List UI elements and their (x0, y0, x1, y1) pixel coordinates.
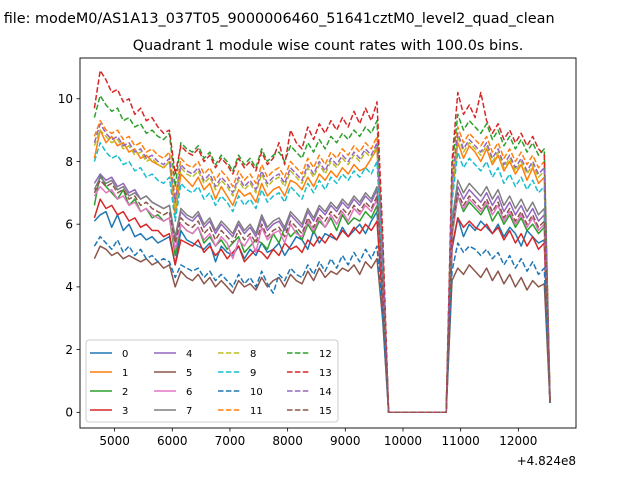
y-tick-label: 2 (65, 343, 73, 357)
legend-label-11: 11 (250, 406, 263, 417)
legend-label-5: 5 (186, 368, 192, 379)
legend-frame (85, 339, 339, 423)
legend-label-7: 7 (186, 406, 192, 417)
series-line-9 (93, 141, 551, 414)
legend-label-10: 10 (250, 387, 263, 398)
series-line-14 (93, 123, 551, 414)
y-tick-label: 6 (65, 217, 73, 231)
x-tick-label: 12000 (499, 434, 537, 448)
y-tick-label: 4 (65, 280, 73, 294)
x-axis: 5000 6000 7000 8000 9000 10000 11000 12000 (99, 428, 537, 448)
series-line-10 (93, 235, 551, 414)
y-tick-label: 0 (65, 406, 73, 420)
series-line-11 (93, 119, 551, 414)
legend-label-3: 3 (122, 406, 128, 417)
series-layer (93, 69, 551, 414)
series-line-15 (93, 179, 551, 414)
legend-label-0: 0 (122, 349, 128, 360)
x-tick-label: 9000 (330, 434, 361, 448)
legend-label-15: 15 (319, 406, 332, 417)
legend-label-12: 12 (319, 349, 332, 360)
axes-frame (79, 57, 577, 429)
legend-label-8: 8 (250, 349, 256, 360)
plot-area: 5000 6000 7000 8000 9000 10000 11000 12000 0 2 4 6… (58, 57, 577, 448)
y-tick-label: 10 (58, 92, 73, 106)
x-offset-text: +4.824e8 (517, 454, 576, 468)
x-tick-label: 10000 (384, 434, 422, 448)
legend-label-2: 2 (122, 387, 128, 398)
series-line-6 (93, 185, 551, 414)
series-line-8 (93, 129, 551, 414)
chart-title: Quadrant 1 module wise count rates with … (133, 38, 524, 54)
y-tick-label: 8 (65, 155, 73, 169)
legend-label-13: 13 (319, 368, 332, 379)
x-tick-label: 5000 (99, 434, 130, 448)
series-line-7 (93, 176, 551, 414)
legend-label-1: 1 (122, 368, 128, 379)
figure-suptitle: n file: modeM0/AS1A13_037T05_9000006460_… (0, 11, 555, 27)
x-tick-label: 8000 (272, 434, 303, 448)
x-tick-label: 7000 (215, 434, 246, 448)
x-tick-label: 6000 (157, 434, 188, 448)
y-axis: 0 2 4 6 8 10 (58, 92, 80, 420)
x-tick-label: 11000 (442, 434, 480, 448)
series-line-13 (93, 69, 551, 414)
legend-label-14: 14 (319, 387, 332, 398)
series-line-12 (93, 94, 551, 414)
legend-label-4: 4 (186, 349, 192, 360)
series-line-3 (93, 198, 551, 414)
series-line-5 (93, 245, 551, 414)
legend-label-6: 6 (186, 387, 192, 398)
legend-label-9: 9 (250, 368, 256, 379)
